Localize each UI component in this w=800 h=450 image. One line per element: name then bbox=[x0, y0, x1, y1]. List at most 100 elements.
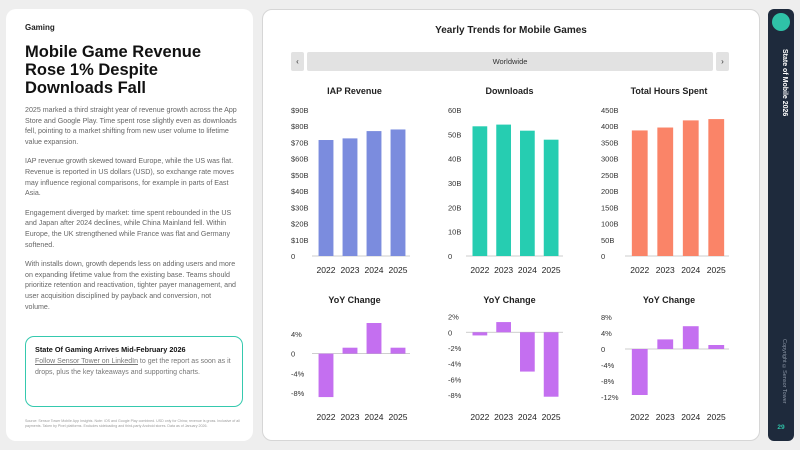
y-tick-label: 50B bbox=[601, 236, 614, 245]
x-tick-label: 2023 bbox=[341, 265, 360, 275]
y-tick-label: 10B bbox=[448, 228, 461, 237]
y-tick-label: 200B bbox=[601, 187, 619, 196]
y-tick-label: 4% bbox=[601, 329, 612, 338]
chart-title: YoY Change bbox=[483, 295, 535, 305]
bar bbox=[520, 332, 535, 372]
x-tick-label: 2022 bbox=[470, 412, 489, 422]
y-tick-label: $60B bbox=[291, 155, 309, 164]
bar bbox=[631, 130, 648, 256]
y-tick-label: $90B bbox=[291, 106, 309, 115]
paragraph: IAP revenue growth skewed toward Europe,… bbox=[25, 157, 234, 198]
headline: Mobile Game Revenue Rose 1% Despite Down… bbox=[25, 43, 202, 97]
y-tick-label: 50B bbox=[448, 130, 461, 139]
bar bbox=[708, 119, 725, 256]
bar bbox=[390, 347, 406, 354]
y-tick-label: 0 bbox=[601, 345, 605, 354]
y-tick-label: $20B bbox=[291, 220, 309, 229]
summary-panel: Gaming Mobile Game Revenue Rose 1% Despi… bbox=[6, 9, 253, 441]
brand-logo-icon[interactable] bbox=[772, 13, 790, 31]
y-tick-label: 30B bbox=[448, 179, 461, 188]
next-region-button[interactable]: › bbox=[716, 52, 729, 71]
charts-svg: IAP Revenue 0 $10B $20B $30B $40B $50B $60B $70B… bbox=[291, 86, 729, 422]
y-tick-label: 0 bbox=[291, 350, 295, 359]
y-tick-label: -4% bbox=[601, 361, 615, 370]
bar bbox=[657, 339, 674, 349]
y-tick-label: -4% bbox=[291, 369, 305, 378]
bar bbox=[682, 120, 699, 256]
chart-title: Total Hours Spent bbox=[631, 86, 708, 96]
y-tick-label: -4% bbox=[448, 360, 462, 369]
x-tick-label: 2023 bbox=[494, 412, 513, 422]
x-tick-label: 2024 bbox=[365, 265, 384, 275]
y-tick-label: 2% bbox=[448, 313, 459, 322]
callout-text: to get the report as soon as it drops, p… bbox=[35, 358, 231, 376]
x-tick-label: 2025 bbox=[707, 412, 726, 422]
x-tick-label: 2023 bbox=[494, 265, 513, 275]
bar bbox=[472, 126, 488, 256]
x-tick-label: 2024 bbox=[518, 412, 537, 422]
bar bbox=[520, 130, 535, 256]
y-tick-label: 450B bbox=[601, 106, 619, 115]
y-tick-label: -8% bbox=[601, 377, 615, 386]
prev-region-button[interactable]: ‹ bbox=[291, 52, 304, 71]
y-tick-label: $30B bbox=[291, 203, 309, 212]
y-tick-label: 20B bbox=[448, 203, 461, 212]
y-tick-label: -12% bbox=[601, 393, 619, 402]
y-tick-label: -8% bbox=[291, 389, 305, 398]
bar bbox=[631, 349, 648, 395]
x-tick-label: 2025 bbox=[542, 265, 561, 275]
bar bbox=[366, 323, 382, 354]
bar bbox=[390, 129, 406, 256]
bar bbox=[366, 131, 382, 256]
linkedin-link[interactable]: Follow Sensor Tower on LinkedIn bbox=[35, 358, 138, 365]
source-footnote: Source: Sensor Tower Mobile App Insights… bbox=[25, 419, 240, 428]
bar bbox=[472, 332, 488, 336]
x-tick-label: 2024 bbox=[518, 265, 537, 275]
region-dropdown[interactable]: Worldwide bbox=[307, 52, 713, 71]
x-tick-label: 2022 bbox=[317, 412, 336, 422]
callout-title: State Of Gaming Arrives Mid-February 202… bbox=[35, 345, 186, 354]
x-tick-label: 2025 bbox=[542, 412, 561, 422]
bar bbox=[496, 124, 511, 256]
y-tick-label: $70B bbox=[291, 138, 309, 147]
y-tick-label: $50B bbox=[291, 171, 309, 180]
bar bbox=[496, 322, 511, 333]
x-tick-label: 2022 bbox=[470, 265, 489, 275]
y-tick-label: 40B bbox=[448, 155, 461, 164]
y-tick-label: 300B bbox=[601, 155, 619, 164]
copyright: Copyright ©Sensor Tower bbox=[781, 339, 787, 404]
y-tick-label: $10B bbox=[291, 236, 309, 245]
charts-panel: Yearly Trends for Mobile Games ‹ Worldwi… bbox=[262, 9, 760, 441]
y-tick-label: 0 bbox=[448, 328, 452, 337]
bar bbox=[708, 345, 725, 349]
y-tick-label: 250B bbox=[601, 171, 619, 180]
side-rail: State of Mobile 2026 Copyright ©Sensor T… bbox=[768, 9, 794, 441]
chart-title: YoY Change bbox=[328, 295, 380, 305]
bar bbox=[543, 332, 559, 397]
y-tick-label: -8% bbox=[448, 391, 462, 400]
x-tick-label: 2025 bbox=[389, 265, 408, 275]
bar bbox=[657, 127, 674, 257]
y-tick-label: 0 bbox=[448, 252, 452, 261]
bar bbox=[342, 138, 358, 256]
bar bbox=[342, 347, 358, 354]
x-tick-label: 2022 bbox=[630, 265, 649, 275]
chart-title: Downloads bbox=[485, 86, 533, 96]
y-tick-label: 350B bbox=[601, 138, 619, 147]
y-tick-label: 100B bbox=[601, 220, 619, 229]
charts-title: Yearly Trends for Mobile Games bbox=[435, 25, 587, 36]
page-number: 29 bbox=[777, 424, 785, 431]
y-tick-label: 60B bbox=[448, 106, 461, 115]
x-tick-label: 2023 bbox=[656, 265, 675, 275]
region-selector: ‹ Worldwide › bbox=[291, 52, 729, 71]
y-tick-label: $40B bbox=[291, 187, 309, 196]
x-tick-label: 2023 bbox=[656, 412, 675, 422]
y-tick-label: -6% bbox=[448, 375, 462, 384]
x-tick-label: 2022 bbox=[630, 412, 649, 422]
report-title: State of Mobile 2026 bbox=[781, 49, 788, 117]
x-tick-label: 2022 bbox=[317, 265, 336, 275]
x-tick-label: 2024 bbox=[365, 412, 384, 422]
y-tick-label: 0 bbox=[291, 252, 295, 261]
x-tick-label: 2024 bbox=[681, 412, 700, 422]
report-callout: State Of Gaming Arrives Mid-February 202… bbox=[25, 336, 243, 407]
